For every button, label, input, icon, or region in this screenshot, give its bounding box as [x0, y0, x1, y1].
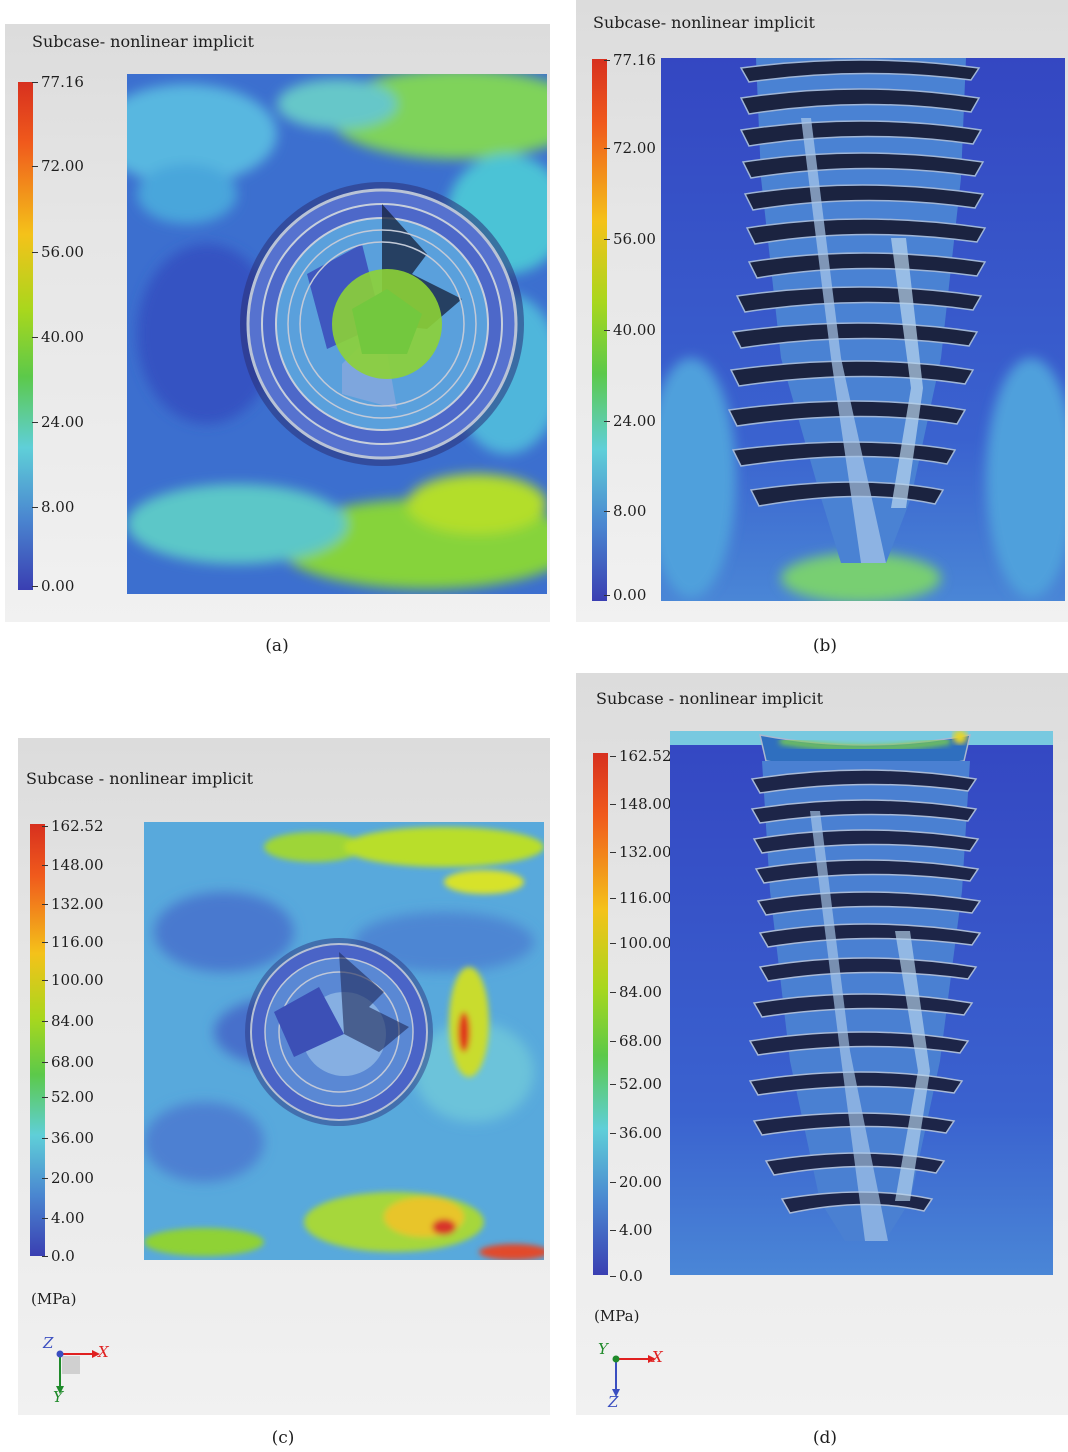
panel-d-caption: (d)	[812, 1428, 838, 1448]
panel-b-color-scale	[592, 59, 607, 601]
panel-b-legend-tick: 40.00	[604, 321, 656, 339]
panel-c: Subcase - nonlinear implicit 162.52 148.…	[18, 738, 550, 1415]
panel-d-legend-tick: 68.00	[610, 1032, 662, 1050]
panel-b-legend-tick: 0.00	[603, 586, 647, 604]
panel-c-legend-tick: 100.00	[42, 971, 104, 989]
panel-d-implant-plot	[670, 731, 1053, 1275]
panel-a-legend-tick: 56.00	[32, 243, 84, 261]
panel-d-color-scale	[593, 753, 608, 1275]
axis-label-y: Y	[598, 1340, 608, 1358]
axis-label-z: Z	[608, 1393, 619, 1411]
panel-c-caption: (c)	[271, 1428, 295, 1448]
panel-d-axis-triad	[612, 1355, 656, 1397]
panel-c-axis-triad	[56, 1350, 100, 1394]
panel-d-unit-label: (MPa)	[594, 1307, 640, 1325]
panel-c-legend-tick: 68.00	[42, 1053, 94, 1071]
panel-d-legend-tick: 20.00	[610, 1173, 662, 1191]
panel-b-legend-tick: 24.00	[604, 412, 656, 430]
panel-c-color-scale	[30, 824, 45, 1256]
panel-c-title: Subcase - nonlinear implicit	[26, 769, 254, 788]
panel-a-title: Subcase- nonlinear implicit	[32, 32, 254, 51]
panel-a: Subcase- nonlinear implicit 77.16 72.00 …	[5, 24, 550, 622]
panel-a-legend-tick: 40.00	[32, 328, 84, 346]
panel-d-legend-tick: 148.00	[610, 795, 672, 813]
panel-c-legend-tick: 132.00	[42, 895, 104, 913]
panel-d-legend-tick: 84.00	[610, 983, 662, 1001]
axis-label-x: X	[98, 1343, 109, 1361]
panel-a-legend-tick: 8.00	[31, 498, 75, 516]
panel-c-legend-tick: 162.52	[42, 817, 104, 835]
panel-d: Subcase - nonlinear implicit 162.52 148.…	[576, 673, 1068, 1415]
panel-b-legend-tick: 77.16	[604, 51, 656, 69]
axis-label-x: X	[652, 1348, 663, 1366]
panel-a-legend-tick: 0.00	[31, 577, 75, 595]
panel-a-legend-tick: 24.00	[32, 413, 84, 431]
panel-c-legend-tick: 36.00	[42, 1129, 94, 1147]
panel-c-legend-tick: 52.00	[42, 1088, 94, 1106]
panel-b-implant-plot	[661, 58, 1065, 601]
panel-d-legend-tick: 52.00	[610, 1075, 662, 1093]
panel-d-legend-tick: 100.00	[610, 934, 672, 952]
panel-a-legend-tick: 72.00	[32, 157, 84, 175]
panel-c-legend-tick: 0.0	[42, 1247, 75, 1265]
panel-d-legend-tick: 162.52	[610, 747, 672, 765]
panel-c-legend-tick: 20.00	[42, 1169, 94, 1187]
panel-b-caption: (b)	[812, 636, 838, 656]
axis-label-z: Z	[43, 1334, 54, 1352]
panel-b-legend-tick: 8.00	[603, 502, 647, 520]
panel-a-stress-plot	[127, 74, 547, 594]
panel-b-legend-tick: 72.00	[604, 139, 656, 157]
panel-b: Subcase- nonlinear implicit 77.16 72.00 …	[576, 0, 1068, 622]
panel-a-legend-tick: 77.16	[32, 73, 84, 91]
panel-d-legend-tick: 0.0	[610, 1267, 643, 1285]
panel-d-title: Subcase - nonlinear implicit	[596, 689, 824, 708]
panel-c-unit-label: (MPa)	[31, 1290, 77, 1308]
panel-d-legend-tick: 36.00	[610, 1124, 662, 1142]
panel-d-legend-tick: 116.00	[610, 889, 672, 907]
panel-c-stress-plot	[144, 822, 544, 1260]
panel-b-legend-tick: 56.00	[604, 230, 656, 248]
panel-b-title: Subcase- nonlinear implicit	[593, 13, 815, 32]
panel-a-caption: (a)	[265, 636, 289, 656]
panel-a-color-scale	[18, 82, 33, 590]
panel-c-legend-tick: 84.00	[42, 1012, 94, 1030]
panel-c-legend-tick: 116.00	[42, 933, 104, 951]
panel-d-legend-tick: 4.00	[609, 1221, 653, 1239]
panel-c-legend-tick: 4.00	[41, 1209, 85, 1227]
axis-label-y: Y	[53, 1388, 63, 1406]
panel-d-legend-tick: 132.00	[610, 843, 672, 861]
panel-c-legend-tick: 148.00	[42, 856, 104, 874]
